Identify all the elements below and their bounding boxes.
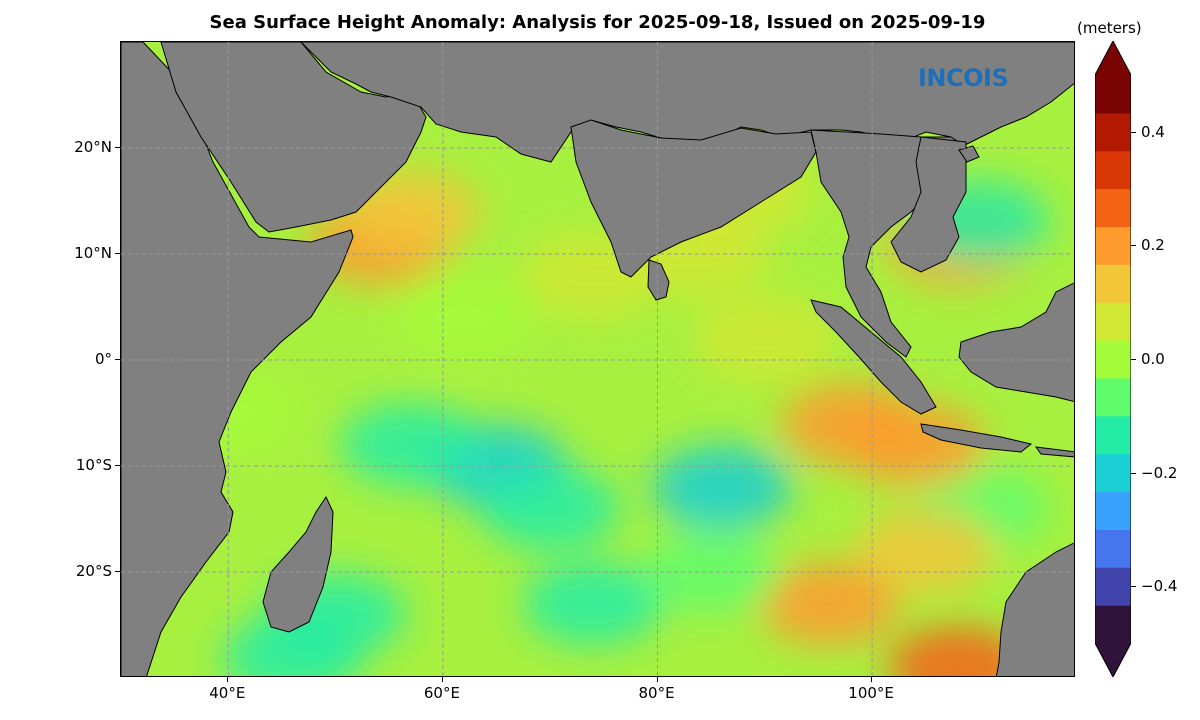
latitude-tick [115, 147, 120, 148]
colorbar-segment [1095, 415, 1131, 455]
colorbar-segment [1095, 226, 1131, 265]
land-mask [121, 42, 1074, 676]
land-arabia [160, 42, 427, 233]
map-panel[interactable] [120, 41, 1075, 677]
latitude-label: 10°N [74, 244, 112, 262]
land-australia [995, 542, 1074, 676]
colorbar-segment [1095, 75, 1131, 114]
colorbar-units: (meters) [1077, 19, 1142, 37]
colorbar-tick [1131, 359, 1136, 360]
map-title: Sea Surface Height Anomaly: Analysis for… [209, 12, 986, 33]
anomaly-region [340, 402, 481, 487]
land-vietnam [890, 136, 967, 273]
land-hainan [958, 145, 980, 163]
latitude-tick [115, 253, 120, 254]
latitude-label: 20°N [74, 138, 112, 156]
land-borneo [958, 282, 1074, 403]
colorbar-segment [1095, 453, 1131, 493]
latitude-tick [115, 571, 120, 572]
colorbar-segment [1095, 302, 1131, 341]
colorbar-extend-min [1095, 643, 1131, 677]
anomaly-region [651, 445, 792, 530]
latitude-label: 20°S [75, 562, 112, 580]
colorbar-segment [1095, 188, 1131, 227]
land-java [920, 423, 1033, 453]
colorbar-segment [1095, 491, 1131, 530]
colorbar-segment [1095, 340, 1131, 379]
colorbar-tick-label: −0.4 [1141, 577, 1178, 596]
colorbar-extend-max [1095, 41, 1131, 75]
gridlines [121, 42, 1074, 676]
anomaly-region [394, 275, 535, 360]
longitude-tick [656, 677, 658, 682]
colorbar-tick-label: 0.2 [1141, 236, 1165, 255]
colorbar-segment [1095, 264, 1131, 303]
colorbar-segment [1095, 567, 1131, 606]
colorbar-segment [1095, 377, 1131, 417]
anomaly-region [523, 561, 664, 646]
colorbar-tick-label: 0.0 [1141, 350, 1165, 368]
anomaly-field [158, 148, 1050, 676]
longitude-label: 40°E [209, 684, 246, 702]
colorbar-segment [1095, 605, 1131, 644]
latitude-tick [115, 359, 120, 360]
latitude-label: 0° [94, 350, 112, 368]
land-sumatra [810, 299, 937, 415]
latitude-tick [115, 465, 120, 466]
anomaly-region [480, 466, 621, 551]
land-lesser-sunda [1034, 446, 1074, 458]
colorbar [1095, 41, 1131, 677]
land-sri-lanka [647, 259, 670, 301]
longitude-tick [227, 677, 229, 682]
ssh-anomaly-map[interactable] [121, 42, 1075, 677]
colorbar-tick-label: −0.2 [1141, 463, 1178, 482]
latitude-label: 10°S [75, 456, 112, 474]
longitude-tick [441, 677, 443, 682]
anomaly-region [759, 561, 900, 646]
colorbar-tick [1131, 131, 1136, 133]
anomaly-region [855, 508, 996, 593]
incois-logo: INCOIS [918, 64, 1009, 92]
longitude-tick [871, 677, 873, 682]
longitude-label: 100°E [848, 684, 894, 702]
colorbar-segment [1095, 112, 1131, 152]
colorbar-tick [1131, 586, 1136, 588]
anomaly-region [222, 614, 363, 676]
anomaly-region [694, 296, 835, 381]
anomaly-region [887, 625, 1028, 676]
colorbar-segment [1095, 529, 1131, 568]
longitude-label: 60°E [423, 684, 460, 702]
colorbar-tick [1131, 472, 1136, 474]
colorbar-tick [1131, 245, 1136, 247]
land-india [570, 119, 817, 278]
colorbar-tick-label: 0.4 [1141, 122, 1165, 141]
longitude-label: 80°E [638, 684, 675, 702]
land-madagascar [262, 495, 334, 633]
land-africa [121, 42, 354, 676]
colorbar-segment [1095, 150, 1131, 190]
